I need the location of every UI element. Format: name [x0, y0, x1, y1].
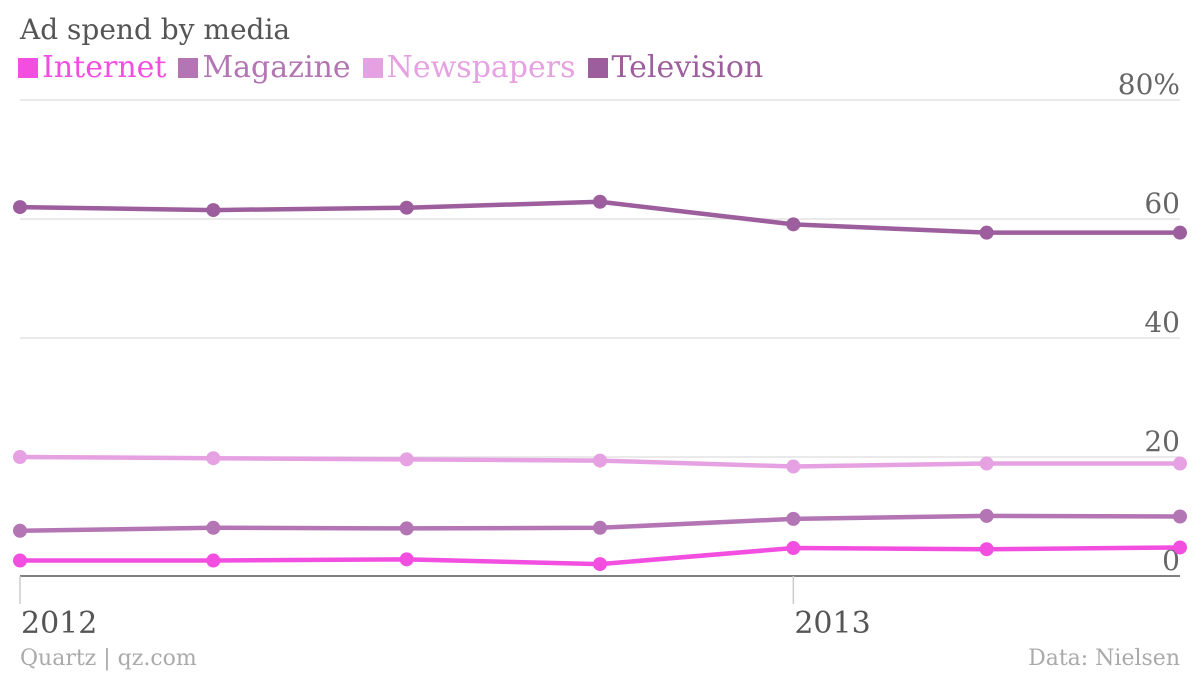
source-credit: Quartz | qz.com — [20, 646, 197, 671]
legend-item-newspapers: Newspapers — [362, 48, 576, 88]
data-point-television — [206, 203, 221, 218]
x-tick-label: 2012 — [21, 606, 97, 641]
legend-swatch-internet — [18, 58, 38, 78]
data-point-television — [399, 200, 414, 215]
y-tick-label: 80% — [1118, 68, 1180, 101]
legend-swatch-television — [587, 58, 608, 78]
chart-title: Ad spend by media — [20, 13, 291, 46]
data-point-newspapers — [786, 459, 801, 474]
data-source: Data: Nielsen — [1028, 646, 1180, 671]
data-point-magazine — [1173, 509, 1187, 524]
legend-item-television: Television — [587, 48, 764, 88]
legend-label-television: Television — [611, 50, 764, 85]
legend-label-magazine: Magazine — [202, 50, 351, 85]
y-tick-label: 60 — [1144, 187, 1180, 220]
legend-item-internet: Internet — [18, 48, 166, 88]
data-point-television — [1173, 225, 1187, 240]
data-point-internet — [593, 557, 607, 572]
data-point-internet — [206, 553, 221, 568]
legend-swatch-magazine — [178, 58, 199, 78]
data-point-internet — [13, 553, 27, 568]
data-point-television — [786, 217, 801, 232]
data-point-newspapers — [979, 456, 994, 471]
x-tick-label: 2013 — [794, 606, 870, 641]
data-point-television — [13, 200, 27, 215]
data-point-magazine — [206, 520, 221, 535]
data-point-magazine — [593, 520, 607, 535]
data-point-internet — [786, 541, 801, 556]
data-point-newspapers — [1173, 456, 1187, 471]
data-point-newspapers — [399, 452, 414, 467]
legend-label-internet: Internet — [42, 50, 167, 85]
data-point-magazine — [786, 511, 801, 526]
legend: Internet Magazine Newspapers Television — [18, 48, 775, 88]
y-tick-label: 20 — [1144, 425, 1180, 458]
data-point-magazine — [979, 508, 994, 523]
legend-swatch-newspapers — [362, 58, 383, 78]
data-point-internet — [1173, 540, 1187, 555]
data-point-internet — [979, 542, 994, 557]
data-point-television — [979, 225, 994, 240]
data-point-magazine — [13, 523, 27, 538]
data-point-newspapers — [206, 451, 221, 466]
legend-item-magazine: Magazine — [178, 48, 351, 88]
data-point-magazine — [399, 521, 414, 536]
data-point-newspapers — [13, 450, 27, 464]
legend-label-newspapers: Newspapers — [386, 50, 576, 85]
y-tick-label: 40 — [1144, 306, 1180, 339]
data-point-internet — [399, 552, 414, 567]
data-point-newspapers — [593, 453, 607, 468]
data-point-television — [593, 194, 607, 209]
